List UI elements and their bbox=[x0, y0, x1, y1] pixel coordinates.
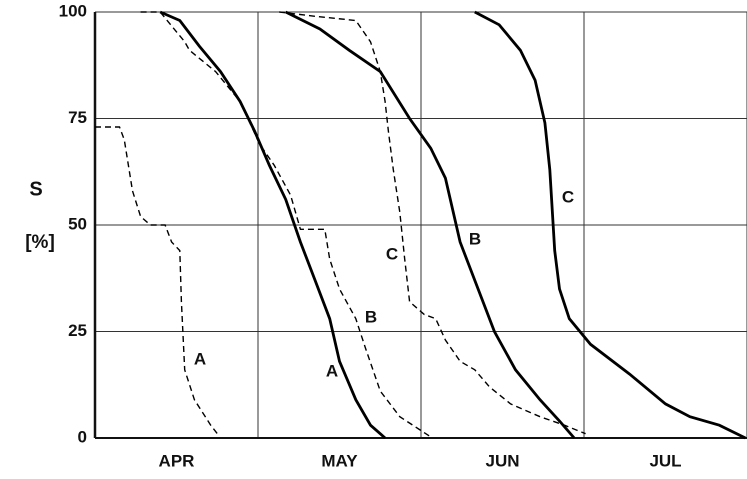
y-tick-label: 75 bbox=[68, 108, 87, 127]
line-solid bbox=[474, 10, 747, 440]
line-solid bbox=[285, 10, 576, 439]
y-tick-label: 50 bbox=[68, 214, 87, 233]
y-tick-label: 0 bbox=[78, 427, 87, 446]
y-axis-unit: [%] bbox=[25, 232, 55, 253]
series-label: C bbox=[386, 244, 398, 263]
x-tick-label: MAY bbox=[321, 451, 358, 470]
series-label: A bbox=[326, 361, 338, 380]
x-tick-label: APR bbox=[159, 451, 195, 470]
line-dashed bbox=[95, 126, 218, 435]
line-dashed bbox=[279, 11, 586, 435]
series-label: B bbox=[469, 229, 481, 248]
line-dashed bbox=[140, 11, 433, 439]
series-label: A bbox=[194, 349, 206, 368]
x-tick-label: JUL bbox=[649, 451, 681, 470]
line-solid bbox=[159, 10, 387, 440]
series-label: B bbox=[365, 307, 377, 326]
series-label: C bbox=[562, 187, 574, 206]
x-tick-label: JUN bbox=[485, 451, 519, 470]
y-tick-label: 25 bbox=[68, 321, 87, 340]
y-tick-label: 100 bbox=[59, 1, 87, 20]
y-axis-label: S bbox=[29, 178, 42, 200]
